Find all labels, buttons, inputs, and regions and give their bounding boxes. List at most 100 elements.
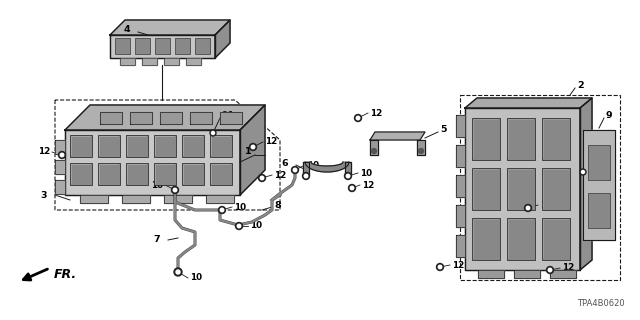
Text: 12: 12	[370, 108, 382, 117]
Polygon shape	[65, 105, 265, 130]
Circle shape	[211, 132, 214, 134]
Circle shape	[173, 188, 177, 192]
Circle shape	[303, 172, 310, 180]
Circle shape	[236, 222, 243, 229]
Circle shape	[252, 145, 255, 149]
Text: 7: 7	[154, 236, 160, 244]
Polygon shape	[580, 98, 592, 270]
Circle shape	[346, 174, 349, 178]
Polygon shape	[122, 195, 150, 203]
Polygon shape	[456, 175, 465, 197]
Polygon shape	[215, 20, 230, 58]
Text: 10: 10	[360, 169, 372, 178]
Polygon shape	[186, 58, 201, 65]
Text: 12: 12	[38, 148, 50, 156]
Text: 10: 10	[250, 221, 262, 230]
Circle shape	[371, 148, 376, 154]
Bar	[472, 118, 500, 160]
Circle shape	[438, 265, 442, 269]
Bar	[182, 163, 204, 185]
Bar	[155, 38, 170, 54]
Text: 12: 12	[265, 138, 277, 147]
Polygon shape	[417, 140, 425, 155]
Bar	[542, 218, 570, 260]
Polygon shape	[370, 140, 378, 155]
Polygon shape	[465, 108, 580, 270]
Polygon shape	[456, 205, 465, 227]
Bar	[472, 218, 500, 260]
Bar	[588, 193, 610, 228]
Circle shape	[304, 174, 308, 178]
Circle shape	[218, 206, 225, 213]
Text: 1: 1	[244, 148, 252, 156]
Bar	[126, 135, 148, 157]
Polygon shape	[206, 195, 234, 203]
Text: 5: 5	[440, 125, 447, 134]
Circle shape	[60, 153, 64, 157]
Bar	[182, 135, 204, 157]
Text: 3: 3	[40, 190, 47, 199]
Text: 10: 10	[190, 274, 202, 283]
Circle shape	[210, 130, 216, 136]
Circle shape	[293, 168, 297, 172]
Text: 10: 10	[151, 180, 163, 189]
Circle shape	[172, 187, 179, 194]
Circle shape	[547, 267, 554, 274]
Text: FR.: FR.	[54, 268, 77, 281]
Circle shape	[355, 115, 362, 122]
Bar	[588, 145, 610, 180]
Polygon shape	[164, 195, 192, 203]
Text: 4: 4	[124, 26, 130, 35]
Text: 2: 2	[577, 81, 584, 90]
Polygon shape	[110, 35, 215, 58]
Polygon shape	[456, 115, 465, 137]
Polygon shape	[110, 20, 230, 35]
Bar	[472, 168, 500, 210]
Text: 11: 11	[598, 164, 611, 172]
Bar	[135, 38, 150, 54]
Polygon shape	[65, 130, 240, 195]
Circle shape	[291, 166, 298, 173]
Polygon shape	[55, 140, 65, 154]
Circle shape	[436, 263, 444, 270]
Circle shape	[259, 174, 266, 181]
Polygon shape	[80, 195, 108, 203]
Text: TPA4B0620: TPA4B0620	[577, 299, 625, 308]
Bar	[542, 118, 570, 160]
Text: 11: 11	[222, 110, 236, 119]
Circle shape	[174, 268, 182, 276]
Polygon shape	[305, 162, 349, 172]
Text: 12: 12	[562, 263, 574, 273]
Text: 9: 9	[606, 110, 612, 119]
Circle shape	[350, 186, 354, 190]
Polygon shape	[130, 112, 152, 124]
Polygon shape	[370, 132, 425, 140]
Polygon shape	[583, 130, 615, 240]
Bar	[98, 163, 120, 185]
Circle shape	[344, 172, 351, 180]
Polygon shape	[55, 180, 65, 194]
Circle shape	[419, 148, 424, 154]
Polygon shape	[456, 235, 465, 257]
Text: 6: 6	[282, 158, 288, 167]
Circle shape	[349, 185, 355, 191]
Polygon shape	[456, 145, 465, 167]
Bar	[175, 38, 190, 54]
Circle shape	[176, 270, 180, 274]
Bar	[542, 168, 570, 210]
Text: 12: 12	[540, 201, 552, 210]
Circle shape	[220, 208, 224, 212]
Bar	[115, 38, 130, 54]
Bar	[154, 163, 176, 185]
Polygon shape	[240, 105, 265, 195]
Polygon shape	[55, 160, 65, 174]
Polygon shape	[164, 58, 179, 65]
Bar	[210, 135, 232, 157]
Bar	[195, 38, 210, 54]
Circle shape	[58, 151, 65, 158]
Bar	[70, 163, 92, 185]
Text: 10: 10	[307, 161, 319, 170]
Circle shape	[525, 204, 531, 212]
Circle shape	[526, 206, 530, 210]
Polygon shape	[120, 58, 135, 65]
